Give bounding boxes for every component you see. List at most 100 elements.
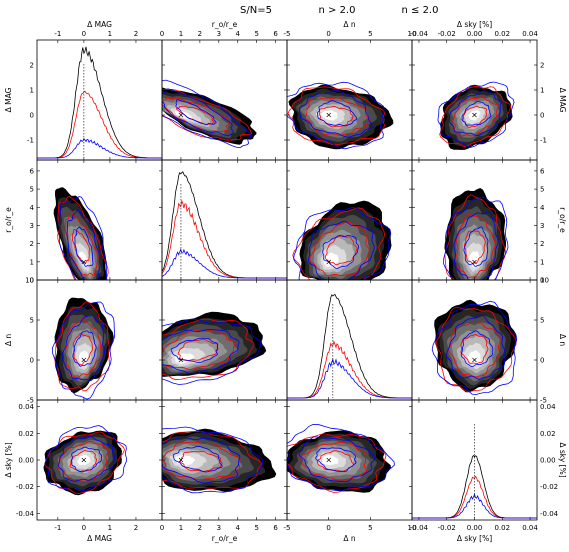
y-tick-label-left-dmag: 1 bbox=[30, 87, 34, 95]
x-tick-label-top-dn: 10 bbox=[408, 30, 417, 38]
x-tick-label-top-dn: -5 bbox=[284, 30, 291, 38]
y-tick-label-right-dmag: 2 bbox=[540, 62, 544, 70]
y-tick-label-left-dsky: 0.04 bbox=[18, 403, 34, 411]
x-axis-label-bottom-dsky: Δ sky [%] bbox=[457, 534, 492, 543]
x-tick-label-top-rr: 4 bbox=[236, 30, 241, 38]
y-tick-label-left-rr: 0 bbox=[30, 277, 34, 285]
peak-marker-rr-dmag: × bbox=[178, 111, 185, 120]
x-tick-label-bottom-rr: 1 bbox=[179, 524, 183, 532]
y-tick-label-left-dsky: -0.04 bbox=[16, 510, 35, 518]
y-axis-label-right-dmag: Δ MAG bbox=[558, 88, 567, 113]
y-tick-label-right-rr: 5 bbox=[540, 186, 544, 194]
x-tick-label-bottom-dn: 10 bbox=[408, 524, 417, 532]
y-tick-label-right-rr: 1 bbox=[540, 258, 544, 266]
peak-marker-rr-dsky: × bbox=[178, 456, 185, 465]
y-tick-label-left-rr: 5 bbox=[30, 186, 34, 194]
x-tick-label-top-rr: 6 bbox=[273, 30, 278, 38]
x-tick-label-bottom-dn: -5 bbox=[284, 524, 291, 532]
y-tick-label-left-dmag: 2 bbox=[30, 62, 34, 70]
density-panel-rr-vs-dmag: × bbox=[162, 79, 257, 148]
x-tick-label-bottom-rr: 6 bbox=[273, 524, 278, 532]
peak-marker-dn-dmag: × bbox=[325, 111, 332, 120]
peak-marker-dn-dsky: × bbox=[325, 456, 332, 465]
x-tick-label-bottom-dn: 5 bbox=[368, 524, 372, 532]
density-panel-dmag-vs-dn: × bbox=[51, 297, 115, 400]
y-tick-label-left-dn: -5 bbox=[27, 397, 34, 405]
density-panel-rr-vs-dsky: × bbox=[162, 426, 277, 494]
y-tick-label-right-dn: -5 bbox=[540, 397, 547, 405]
y-tick-label-left-rr: 4 bbox=[30, 204, 35, 212]
x-tick-label-bottom-dsky: -0.04 bbox=[410, 524, 429, 532]
density-panel-dmag-vs-dsky: × bbox=[43, 425, 127, 496]
y-tick-label-left-dn: 5 bbox=[30, 317, 34, 325]
x-tick-label-bottom-dmag: -1 bbox=[54, 524, 61, 532]
y-tick-label-left-rr: 3 bbox=[30, 222, 34, 230]
x-tick-label-top-rr: 2 bbox=[198, 30, 202, 38]
chart-title: S/N=5 bbox=[240, 5, 272, 16]
x-axis-label-bottom-rr: r_o/r_e bbox=[212, 534, 238, 543]
y-tick-label-right-dsky: 0.02 bbox=[540, 430, 556, 438]
x-tick-label-bottom-rr: 4 bbox=[236, 524, 241, 532]
x-tick-label-top-dsky: -0.04 bbox=[410, 30, 429, 38]
x-axis-label-bottom-dmag: Δ MAG bbox=[87, 534, 112, 543]
density-panel-dmag-vs-rr: × bbox=[53, 187, 109, 280]
y-tick-label-right-dn: 10 bbox=[540, 277, 549, 285]
x-tick-label-bottom-dsky: 0.02 bbox=[494, 524, 510, 532]
y-tick-label-left-rr: 6 bbox=[30, 167, 35, 175]
y-tick-label-right-dsky: -0.04 bbox=[540, 510, 559, 518]
peak-marker-dmag-rr: × bbox=[81, 257, 88, 266]
peak-marker-dsky-rr: × bbox=[471, 257, 478, 266]
density-panel-dn-vs-rr: × bbox=[292, 200, 392, 280]
x-axis-label-bottom-dn: Δ n bbox=[343, 534, 356, 543]
x-axis-label-top-rr: r_o/r_e bbox=[212, 20, 238, 29]
x-tick-label-top-dn: 5 bbox=[368, 30, 372, 38]
panel-frame-r2-c2 bbox=[286, 279, 413, 401]
y-axis-label-right-dsky: Δ sky [%] bbox=[558, 442, 567, 477]
x-tick-label-top-rr: 5 bbox=[254, 30, 258, 38]
density-panel-dsky-vs-rr: × bbox=[443, 188, 509, 280]
density-panel-dsky-vs-dn: × bbox=[431, 299, 518, 396]
x-tick-label-bottom-dn: 0 bbox=[326, 524, 330, 532]
peak-marker-dsky-dn: × bbox=[471, 356, 478, 365]
y-axis-label-left-dmag: Δ MAG bbox=[4, 87, 13, 112]
y-axis-label-right-rr: r_o/r_e bbox=[558, 207, 567, 233]
x-tick-label-bottom-dsky: -0.02 bbox=[438, 524, 456, 532]
x-tick-label-bottom-dmag: 1 bbox=[108, 524, 112, 532]
x-tick-label-top-dn: 0 bbox=[326, 30, 330, 38]
y-tick-label-left-dmag: 0 bbox=[30, 112, 34, 120]
density-panel-rr-vs-dn: × bbox=[162, 311, 267, 385]
x-tick-label-bottom-rr: 3 bbox=[217, 524, 221, 532]
peak-marker-rr-dn: × bbox=[178, 356, 185, 365]
density-panel-dn-vs-dsky: × bbox=[287, 423, 395, 493]
y-tick-label-right-dmag: 1 bbox=[540, 87, 544, 95]
x-tick-label-top-dsky: 0.00 bbox=[467, 30, 483, 38]
y-tick-label-left-dsky: 0.02 bbox=[18, 430, 34, 438]
y-tick-label-right-rr: 3 bbox=[540, 222, 544, 230]
y-tick-label-right-rr: 4 bbox=[540, 204, 545, 212]
y-tick-label-left-dsky: 0.00 bbox=[18, 457, 34, 465]
y-tick-label-left-rr: 1 bbox=[30, 258, 34, 266]
y-tick-label-right-dn: 5 bbox=[540, 317, 544, 325]
y-tick-label-left-dsky: -0.02 bbox=[16, 483, 34, 491]
x-tick-label-top-dmag: -1 bbox=[54, 30, 61, 38]
x-tick-label-bottom-rr: 5 bbox=[254, 524, 258, 532]
x-tick-label-top-dmag: 0 bbox=[82, 30, 86, 38]
peak-marker-dn-rr: × bbox=[325, 257, 332, 266]
peak-marker-dsky-dmag: × bbox=[471, 111, 478, 120]
x-tick-label-bottom-dmag: 0 bbox=[82, 524, 86, 532]
histogram-dn bbox=[287, 293, 412, 399]
x-tick-label-top-dmag: 2 bbox=[134, 30, 138, 38]
x-tick-label-top-dmag: 1 bbox=[108, 30, 112, 38]
peak-marker-dmag-dsky: × bbox=[81, 456, 88, 465]
y-tick-label-right-rr: 2 bbox=[540, 240, 544, 248]
x-tick-label-top-rr: 0 bbox=[160, 30, 164, 38]
x-tick-label-bottom-rr: 0 bbox=[160, 524, 164, 532]
histogram-dmag bbox=[37, 46, 162, 159]
x-tick-label-top-rr: 1 bbox=[179, 30, 183, 38]
x-tick-label-top-dsky: 0.04 bbox=[522, 30, 538, 38]
x-axis-label-top-dsky: Δ sky [%] bbox=[457, 20, 492, 29]
x-tick-label-top-rr: 3 bbox=[217, 30, 221, 38]
y-tick-label-right-rr: 6 bbox=[540, 167, 545, 175]
legend-entry-red: n > 2.0 bbox=[319, 5, 356, 16]
x-axis-label-top-dmag: Δ MAG bbox=[87, 20, 112, 29]
